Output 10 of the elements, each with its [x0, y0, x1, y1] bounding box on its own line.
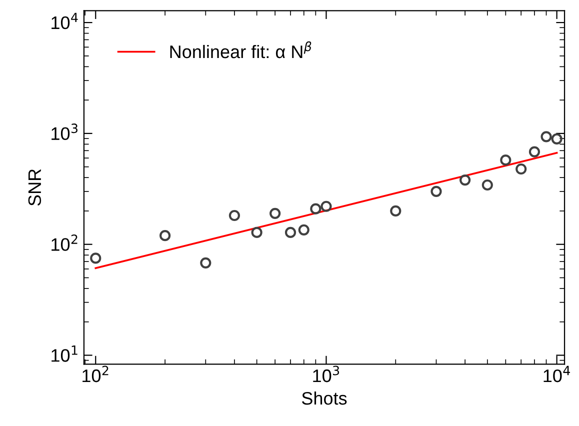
- x-tick-label: 10$^{4}$: [544, 366, 570, 382]
- y-tick-label: 10$^{2}$: [52, 234, 78, 251]
- x-axis-title: Shots: [302, 391, 347, 405]
- y-tick-label: 10$^{1}$: [52, 346, 78, 362]
- x-tick-label: 10$^{3}$: [313, 366, 340, 382]
- legend-label: Nonlinear fit: α N$^{β}$: [170, 41, 312, 58]
- y-axis-title: SNR: [28, 169, 42, 206]
- y-tick-label: 10$^{3}$: [52, 124, 78, 140]
- x-tick-label: 10$^{2}$: [82, 366, 108, 382]
- y-tick-label: 10$^{4}$: [52, 12, 78, 30]
